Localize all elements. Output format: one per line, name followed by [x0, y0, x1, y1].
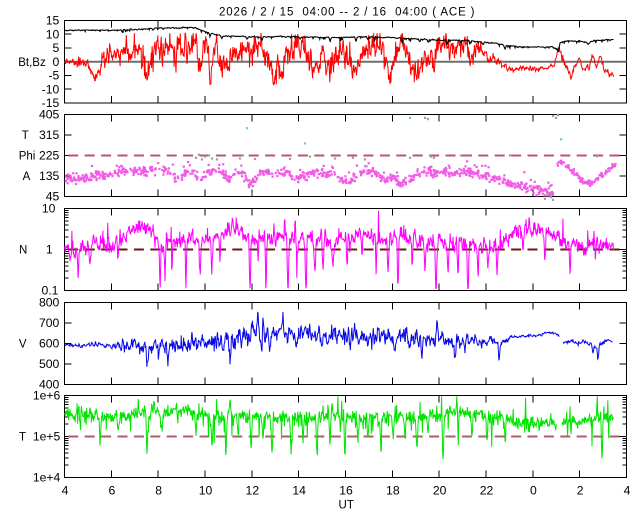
svg-text:5: 5	[53, 41, 60, 55]
svg-text:4: 4	[62, 484, 69, 498]
svg-text:800: 800	[39, 296, 60, 310]
svg-text:700: 700	[39, 316, 60, 330]
svg-text:22: 22	[480, 484, 494, 498]
svg-text:45: 45	[46, 190, 60, 204]
svg-text:Bt,Bz: Bt,Bz	[18, 57, 46, 69]
svg-text:N: N	[19, 245, 27, 257]
svg-text:-15: -15	[42, 96, 60, 110]
svg-text:8: 8	[155, 484, 162, 498]
svg-text:6: 6	[108, 484, 115, 498]
svg-text:18: 18	[386, 484, 400, 498]
svg-text:600: 600	[39, 337, 60, 351]
svg-text:10: 10	[42, 202, 56, 216]
svg-text:1e+5: 1e+5	[33, 430, 61, 444]
svg-text:4: 4	[624, 484, 631, 498]
svg-text:-10: -10	[42, 82, 60, 96]
svg-text:315: 315	[39, 128, 60, 142]
svg-text:1e+4: 1e+4	[33, 471, 61, 485]
svg-text:UT: UT	[339, 500, 354, 512]
svg-text:16: 16	[339, 484, 353, 498]
svg-text:0.1: 0.1	[41, 284, 58, 298]
svg-text:V: V	[19, 339, 27, 351]
svg-text:-5: -5	[48, 69, 59, 83]
svg-text:500: 500	[39, 357, 60, 371]
svg-text:2: 2	[577, 484, 584, 498]
svg-text:1: 1	[46, 243, 53, 257]
svg-text:12: 12	[246, 484, 260, 498]
svg-text:14: 14	[292, 484, 306, 498]
svg-text:0: 0	[53, 55, 60, 69]
svg-text:T: T	[22, 130, 29, 142]
svg-text:10: 10	[199, 484, 213, 498]
svg-text:405: 405	[39, 108, 60, 122]
svg-text:2026 / 2 / 15 04:00 -- 2 / 16: 2026 / 2 / 15 04:00 -- 2 / 16 04:00 ( AC…	[219, 6, 475, 18]
svg-text:0: 0	[530, 484, 537, 498]
svg-text:20: 20	[433, 484, 447, 498]
svg-text:225: 225	[39, 149, 60, 163]
svg-text:1e+6: 1e+6	[33, 389, 61, 403]
svg-text:15: 15	[46, 14, 60, 28]
svg-text:T: T	[19, 432, 26, 444]
svg-text:10: 10	[46, 27, 60, 41]
svg-text:135: 135	[39, 169, 60, 183]
svg-text:A: A	[23, 171, 31, 183]
svg-text:Phi: Phi	[19, 151, 36, 163]
svg-text:400: 400	[39, 378, 60, 392]
